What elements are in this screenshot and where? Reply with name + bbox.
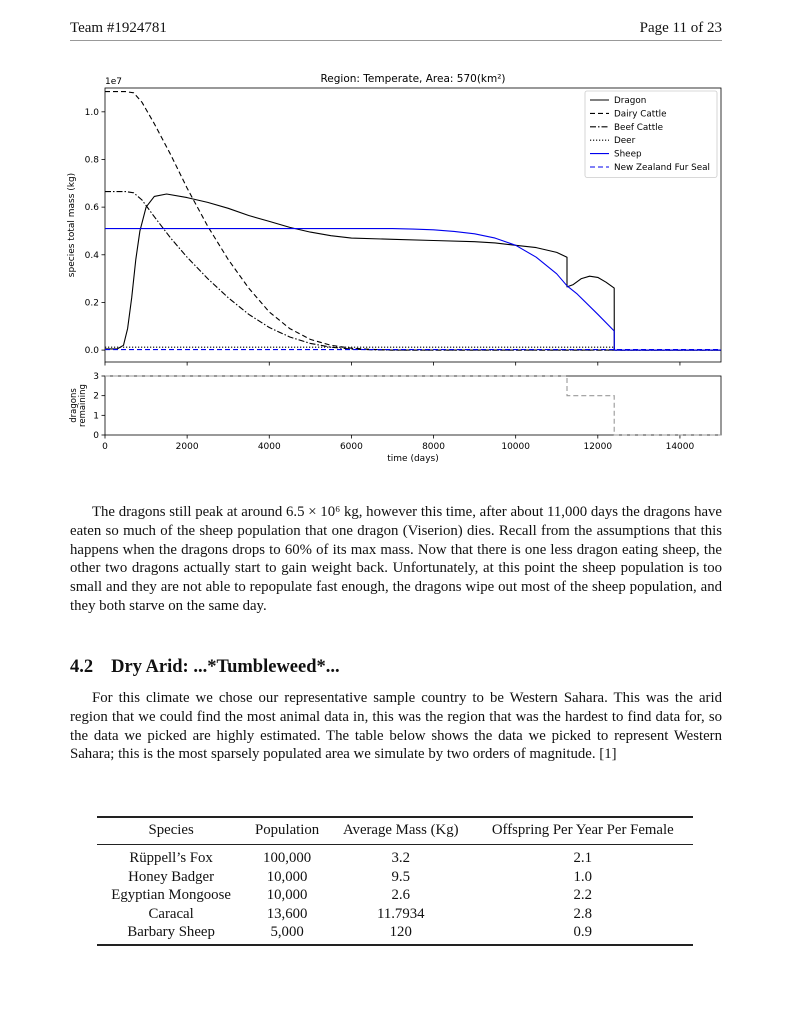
top-y-tick-label: 0.2 (85, 298, 99, 308)
cell-mass: 2.6 (391, 887, 411, 903)
top-y-axis-label: species total mass (kg) (67, 173, 77, 277)
header-population: Population (245, 816, 329, 845)
series-line-dragons-remaining (105, 375, 721, 436)
cell-species: Honey Badger (128, 868, 215, 885)
cell-offspring: 0.9 (472, 923, 693, 946)
top-plot-title: Region: Temperate, Area: 570(km²) (320, 73, 505, 85)
cell-population: 100,000 (263, 850, 312, 866)
cell-offspring: 2.2 (573, 887, 593, 903)
table-header-row: Species Population Average Mass (Kg) Off… (97, 816, 693, 845)
figure-dragon-simulation: Region: Temperate, Area: 570(km²) 1e7 spec… (67, 73, 722, 464)
bottom-y-tick-label: 1 (93, 411, 99, 421)
section-number: 4.2 (70, 657, 94, 677)
series-line-dairy-cattle (105, 91, 721, 351)
table-row: Egyptian Mongoose 10,000 2.6 2.2 (97, 886, 693, 905)
bottom-series-group (105, 375, 721, 436)
bottom-x-tick-label: 6000 (340, 442, 363, 452)
cell-population: 10,000 (266, 887, 308, 903)
top-y-tick-label: 0.0 (85, 346, 100, 356)
cell-mass: 120 (328, 923, 473, 946)
bottom-y-axis-label-line: dragons (69, 388, 79, 423)
series-line-sheep (105, 228, 721, 351)
legend-label-sheep: Sheep (614, 150, 642, 160)
legend-label-new-zealand-fur-seal: New Zealand Fur Seal (614, 163, 710, 173)
x-axis-label: time (days) (387, 454, 438, 464)
bottom-y-tick-label: 0 (93, 431, 99, 441)
header-species: Species (97, 816, 246, 845)
cell-mass: 9.5 (391, 868, 411, 885)
cell-species: Barbary Sheep (97, 923, 246, 946)
top-y-tick-label: 0.8 (85, 155, 100, 165)
cell-mass: 3.2 (391, 850, 411, 866)
bottom-x-tick-label: 14000 (666, 442, 695, 452)
bottom-y-tick-label: 2 (93, 392, 99, 402)
section-heading: 4.2 Dry Arid: ...*Tumbleweed*... (70, 657, 340, 678)
section-title: Dry Arid: ...*Tumbleweed*... (111, 657, 340, 677)
cell-offspring: 1.0 (573, 868, 593, 885)
table-row: Honey Badger 10,000 9.5 1.0 (97, 868, 693, 887)
series-line-beef-cattle (105, 191, 721, 351)
bottom-x-tick-label: 0 (102, 442, 108, 452)
legend-label-deer: Deer (614, 136, 636, 146)
cell-species: Rüppell’s Fox (129, 850, 213, 866)
bottom-x-tick-label: 8000 (422, 442, 445, 452)
y-scale-label: 1e7 (105, 77, 122, 87)
series-line-dragon (105, 193, 721, 351)
header-average-mass: Average Mass (Kg) (328, 816, 473, 845)
cell-species: Egyptian Mongoose (111, 887, 231, 903)
cell-offspring: 2.1 (573, 850, 593, 866)
species-mass-plot: Region: Temperate, Area: 570(km²) 1e7 spec… (67, 73, 722, 366)
top-y-tick-label: 0.6 (85, 203, 100, 213)
cell-population: 13,600 (266, 905, 308, 922)
species-table: Species Population Average Mass (Kg) Off… (97, 816, 693, 946)
top-series-group (105, 91, 721, 351)
legend-box (584, 90, 718, 178)
bottom-y-tick-label: 3 (93, 372, 99, 382)
top-y-tick-label: 0.4 (85, 251, 100, 261)
bottom-x-tick-label: 12000 (583, 442, 612, 452)
legend-label-dragon: Dragon (614, 96, 646, 106)
table-row: Caracal 13,600 11.7934 2.8 (97, 905, 693, 924)
bottom-x-tick-label: 2000 (176, 442, 199, 452)
table-row: Rüppell’s Fox 100,000 3.2 2.1 (97, 845, 693, 868)
table-row: Barbary Sheep 5,000 120 0.9 (97, 923, 693, 946)
bottom-x-tick-label: 10000 (501, 442, 530, 452)
page-number: Page 11 of 23 (639, 20, 722, 36)
cell-offspring: 2.8 (573, 905, 593, 922)
legend-label-beef-cattle: Beef Cattle (614, 123, 663, 133)
legend: Dragon Dairy Cattle Beef Cattle Deer Sheep Ne… (584, 90, 718, 178)
paragraph-dragon-results: The dragons still peak at around 6.5 × 1… (70, 504, 722, 614)
top-plot-frame (104, 87, 722, 363)
legend-label-dairy-cattle: Dairy Cattle (614, 109, 667, 119)
bottom-plot-frame (104, 375, 722, 436)
page-header: Team #1924781 Page 11 of 23 (70, 20, 722, 41)
cell-species: Caracal (148, 905, 194, 922)
cell-population: 5,000 (245, 923, 329, 946)
cell-mass: 11.7934 (376, 905, 425, 922)
paragraph-dry-arid: For this climate we chose our representa… (70, 690, 722, 763)
bottom-x-tick-label: 4000 (258, 442, 281, 452)
cell-population: 10,000 (266, 868, 308, 885)
bottom-y-axis-label-line: remaining (78, 384, 88, 427)
header-offspring: Offspring Per Year Per Female (472, 816, 693, 845)
team-number: Team #1924781 (70, 20, 167, 36)
top-y-tick-label: 1.0 (85, 108, 100, 118)
dragons-remaining-plot: 0 1 2 3 0 2000 4000 6000 8000 10000 12000 14000 time… (69, 372, 722, 464)
